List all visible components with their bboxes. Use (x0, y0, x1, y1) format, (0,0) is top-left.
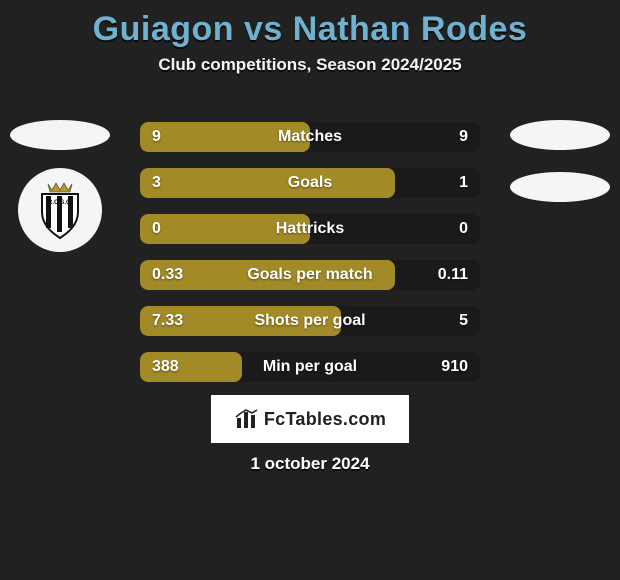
fctables-brand: FcTables.com (211, 395, 409, 443)
fctables-brand-text: FcTables.com (264, 409, 386, 430)
right-team-ellipse-2 (510, 172, 610, 202)
stat-label: Matches (140, 122, 480, 152)
stat-label: Goals (140, 168, 480, 198)
stat-row-goals-per-match: 0.33 Goals per match 0.11 (140, 260, 480, 290)
stat-row-hattricks: 0 Hattricks 0 (140, 214, 480, 244)
stat-value-right: 910 (441, 352, 468, 382)
right-team-ellipse-1 (510, 120, 610, 150)
left-team-logos: R.C.S.C. (10, 120, 110, 252)
stat-value-right: 5 (459, 306, 468, 336)
left-team-club-badge: R.C.S.C. (18, 168, 102, 252)
stat-value-right: 1 (459, 168, 468, 198)
comparison-subtitle: Club competitions, Season 2024/2025 (0, 55, 620, 75)
stat-row-shots-per-goal: 7.33 Shots per goal 5 (140, 306, 480, 336)
stat-row-goals: 3 Goals 1 (140, 168, 480, 198)
stat-row-min-per-goal: 388 Min per goal 910 (140, 352, 480, 382)
fctables-bars-icon (234, 407, 260, 431)
club-badge-icon: R.C.S.C. (30, 178, 90, 242)
stat-value-right: 0 (459, 214, 468, 244)
svg-text:R.C.S.C.: R.C.S.C. (48, 199, 73, 206)
comparison-title: Guiagon vs Nathan Rodes (0, 0, 620, 49)
stat-label: Hattricks (140, 214, 480, 244)
stat-value-right: 9 (459, 122, 468, 152)
stat-value-right: 0.11 (438, 260, 468, 290)
left-team-ellipse-1 (10, 120, 110, 150)
stat-row-matches: 9 Matches 9 (140, 122, 480, 152)
stat-label: Min per goal (140, 352, 480, 382)
stat-label: Shots per goal (140, 306, 480, 336)
stat-label: Goals per match (140, 260, 480, 290)
stats-table: 9 Matches 9 3 Goals 1 0 Hattricks 0 0.33… (140, 122, 480, 398)
right-team-logos (510, 120, 610, 202)
snapshot-date: 1 october 2024 (0, 454, 620, 474)
